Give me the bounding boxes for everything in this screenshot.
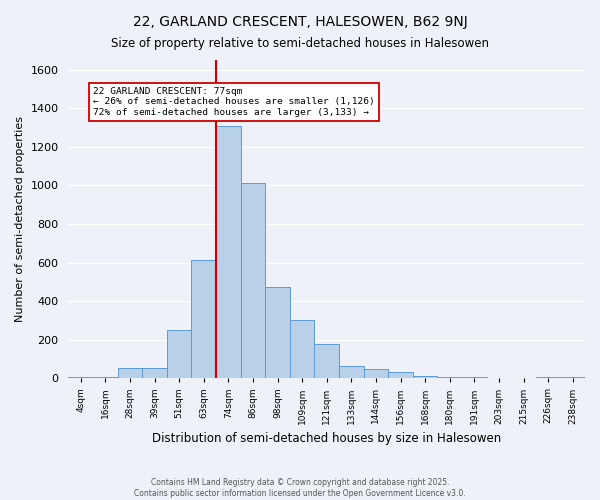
Bar (437, 376, 462, 378)
Text: Contains HM Land Registry data © Crown copyright and database right 2025.
Contai: Contains HM Land Registry data © Crown c… (134, 478, 466, 498)
Bar (191, 260, 216, 378)
Bar (118, 368, 142, 378)
Bar (167, 330, 191, 378)
Y-axis label: Number of semi-detached properties: Number of semi-detached properties (15, 116, 25, 322)
Bar (388, 372, 413, 378)
Bar (314, 344, 339, 378)
Bar (216, 126, 241, 378)
Text: Size of property relative to semi-detached houses in Halesowen: Size of property relative to semi-detach… (111, 38, 489, 51)
Bar (241, 184, 265, 378)
Bar (142, 368, 167, 378)
Bar (364, 368, 388, 378)
Bar (290, 320, 314, 378)
Bar (339, 366, 364, 378)
Text: 22, GARLAND CRESCENT, HALESOWEN, B62 9NJ: 22, GARLAND CRESCENT, HALESOWEN, B62 9NJ (133, 15, 467, 29)
Bar (536, 376, 560, 378)
Bar (68, 376, 93, 378)
Text: 22 GARLAND CRESCENT: 77sqm
← 26% of semi-detached houses are smaller (1,126)
72%: 22 GARLAND CRESCENT: 77sqm ← 26% of semi… (93, 87, 375, 117)
X-axis label: Distribution of semi-detached houses by size in Halesowen: Distribution of semi-detached houses by … (152, 432, 502, 445)
Bar (93, 376, 118, 378)
Bar (265, 286, 290, 378)
Bar (413, 376, 437, 378)
